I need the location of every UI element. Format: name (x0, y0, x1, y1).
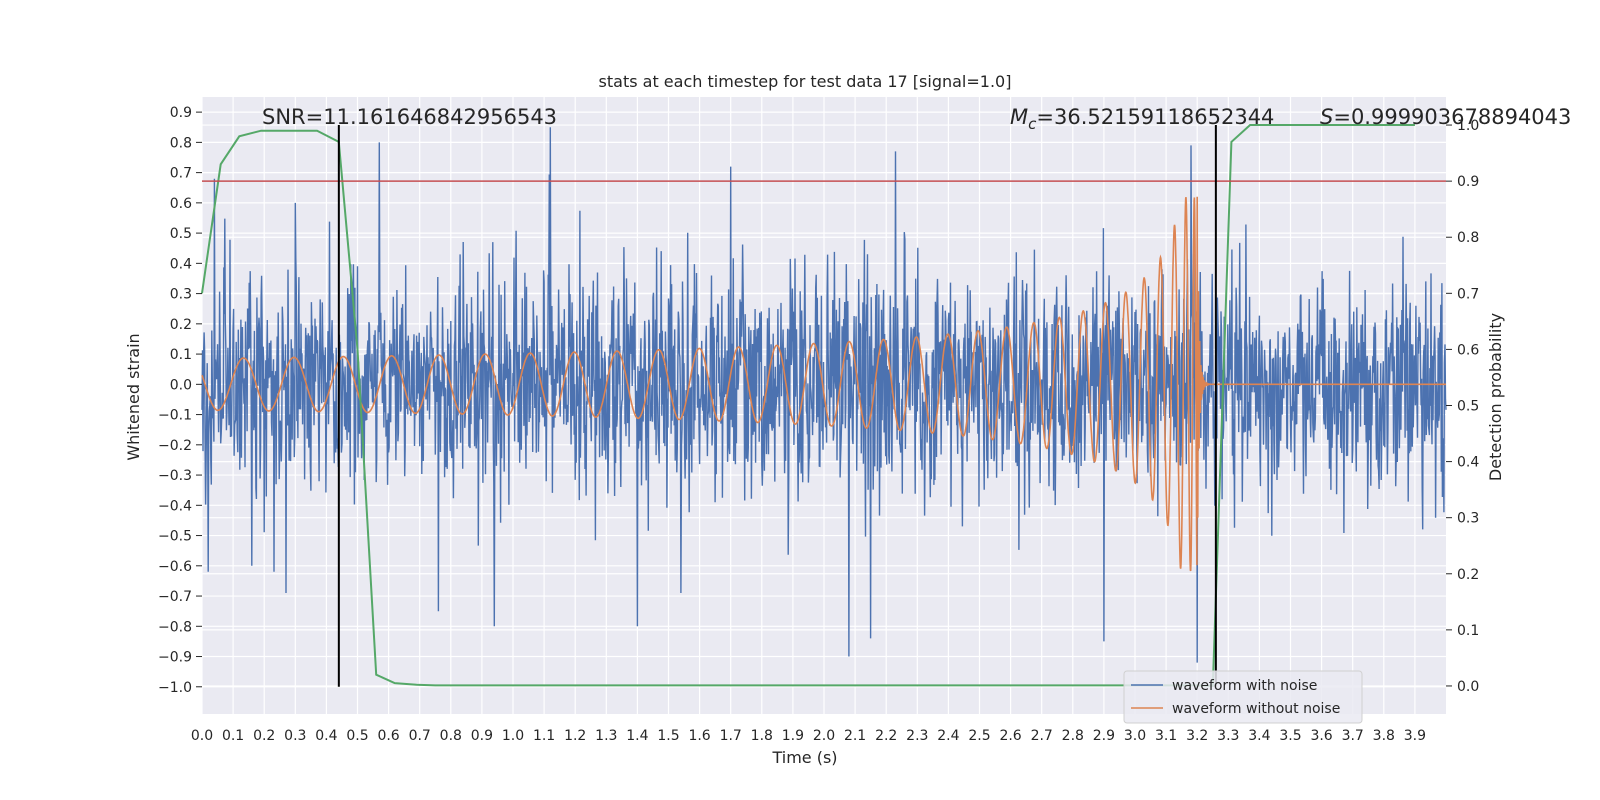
y2-tick-label: 0.8 (1457, 230, 1479, 246)
x-tick-label: 1.4 (626, 728, 648, 744)
x-tick-label: 1.5 (657, 728, 679, 744)
x-tick-label: 3.5 (1279, 728, 1301, 744)
y-tick-label: −0.2 (158, 438, 192, 454)
y2-tick-label: 0.6 (1457, 342, 1479, 358)
x-tick-label: 2.5 (968, 728, 990, 744)
x-tick-label: 0.8 (440, 728, 462, 744)
x-tick-label: 2.1 (844, 728, 866, 744)
legend-label-clean: waveform without noise (1172, 701, 1340, 717)
y2-tick-label: 0.0 (1457, 679, 1479, 695)
y-tick-label: −1.0 (158, 680, 192, 696)
x-tick-label: 3.7 (1342, 728, 1364, 744)
mc-subscript: c (1028, 115, 1037, 133)
mc-value: =36.52159118652344 (1036, 105, 1274, 129)
y-tick-label: 0.4 (170, 256, 192, 272)
x-tick-label: 3.6 (1310, 728, 1332, 744)
y2-axis-label: Detection probability (1486, 313, 1505, 481)
y2-tick-label: 0.1 (1457, 623, 1479, 639)
s-annotation: S=0.999903678894043 (1320, 105, 1571, 129)
y-tick-label: −0.6 (158, 559, 192, 575)
x-tick-label: 3.8 (1373, 728, 1395, 744)
x-tick-label: 2.6 (999, 728, 1021, 744)
chart-title: stats at each timestep for test data 17 … (599, 72, 1012, 91)
y2-tick-label: 0.3 (1457, 511, 1479, 527)
y-tick-label: −0.7 (158, 589, 192, 605)
x-tick-label: 0.2 (253, 728, 275, 744)
y-tick-label: 0.3 (170, 287, 192, 303)
s-symbol: S (1320, 105, 1333, 129)
x-tick-label: 1.6 (688, 728, 710, 744)
x-tick-label: 2.8 (1062, 728, 1084, 744)
legend-box (1123, 670, 1363, 724)
x-tick-label: 1.2 (564, 728, 586, 744)
y-tick-label: 0.6 (170, 196, 192, 212)
series-waveform-without-noise (201, 196, 1446, 572)
x-tick-label: 3.4 (1248, 728, 1270, 744)
y-tick-label: −0.5 (158, 529, 192, 545)
x-tick-label: 3.3 (1217, 728, 1239, 744)
x-tick-label: 1.0 (502, 728, 524, 744)
y-tick-label: −0.4 (158, 498, 192, 514)
x-tick-label: 3.9 (1404, 728, 1426, 744)
y-tick-label: 0.0 (170, 377, 192, 393)
x-tick-label: 1.7 (720, 728, 742, 744)
s-value: =0.999903678894043 (1333, 105, 1571, 129)
y2-tick-label: 0.2 (1457, 567, 1479, 583)
y-tick-label: −0.9 (158, 650, 192, 666)
x-tick-label: 0.0 (191, 728, 213, 744)
x-tick-label: 2.4 (937, 728, 959, 744)
x-tick-label: 0.7 (409, 728, 431, 744)
x-tick-label: 1.1 (533, 728, 555, 744)
y-tick-label: 0.1 (170, 347, 192, 363)
y-tick-label: 0.9 (170, 105, 192, 121)
x-tick-label: 3.0 (1124, 728, 1146, 744)
x-axis-label: Time (s) (771, 748, 837, 767)
x-tick-label: 2.7 (1031, 728, 1053, 744)
y2-tick-label: 0.4 (1457, 455, 1479, 471)
y-tick-label: 0.7 (170, 166, 192, 182)
legend-label-noise: waveform with noise (1172, 678, 1317, 694)
x-tick-label: 0.4 (315, 728, 337, 744)
y2-tick-label: 0.9 (1457, 174, 1479, 190)
x-tick-label: 0.6 (377, 728, 399, 744)
y-tick-label: −0.1 (158, 408, 192, 424)
y-tick-label: −0.8 (158, 619, 192, 635)
x-tick-label: 0.9 (471, 728, 493, 744)
y-tick-label: 0.8 (170, 135, 192, 151)
x-tick-label: 3.1 (1155, 728, 1177, 744)
y2-tick-label: 0.7 (1457, 286, 1479, 302)
y-tick-label: 0.2 (170, 317, 192, 333)
mc-symbol: M (1010, 105, 1028, 129)
x-tick-label: 2.2 (875, 728, 897, 744)
x-tick-label: 0.5 (346, 728, 368, 744)
series-detection-probability (201, 124, 1415, 688)
y2-tick-label: 0.5 (1457, 399, 1479, 415)
legend: waveform with noise waveform without noi… (1123, 670, 1363, 724)
y2-tick-label: 1.0 (1457, 118, 1479, 134)
x-tick-label: 0.3 (284, 728, 306, 744)
x-tick-label: 1.3 (595, 728, 617, 744)
x-tick-label: 2.3 (906, 728, 928, 744)
series-waveform-with-noise (201, 127, 1447, 663)
x-tick-label: 2.0 (813, 728, 835, 744)
y-axis-label: Whitened strain (124, 333, 143, 460)
x-tick-label: 2.9 (1093, 728, 1115, 744)
snr-annotation: SNR=11.161646842956543 (262, 105, 557, 129)
x-tick-label: 1.9 (782, 728, 804, 744)
y-tick-label: −0.3 (158, 468, 192, 484)
x-tick-label: 3.2 (1186, 728, 1208, 744)
mc-annotation: Mc=36.52159118652344 (1010, 105, 1274, 133)
y-tick-label: 0.5 (170, 226, 192, 242)
x-tick-label: 1.8 (751, 728, 773, 744)
x-tick-label: 0.1 (222, 728, 244, 744)
